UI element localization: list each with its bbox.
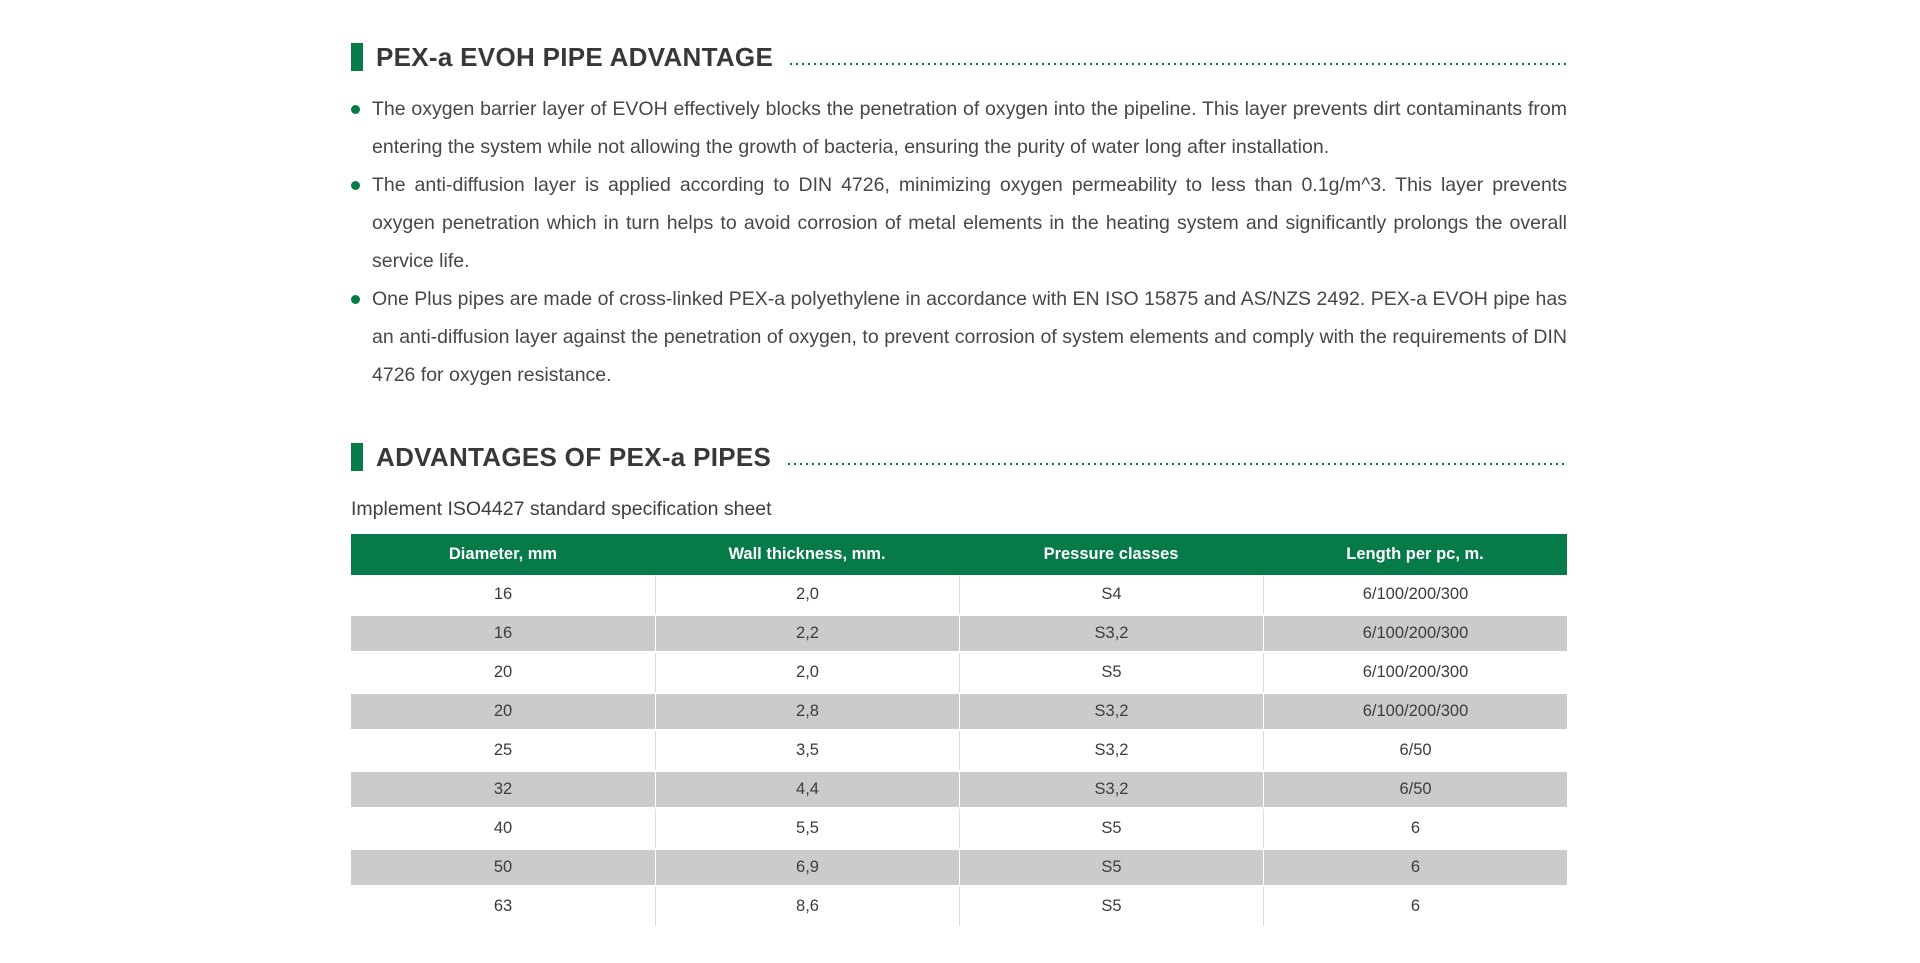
section-advantages-pexa-pipes: ADVANTAGES OF PEX-a PIPES Implement ISO4… bbox=[351, 440, 1567, 926]
table-cell: 25 bbox=[351, 731, 655, 770]
table-cell: 8,6 bbox=[655, 887, 959, 926]
table-row: 63 8,6 S5 6 bbox=[351, 887, 1567, 926]
table-cell: 6 bbox=[1263, 887, 1567, 926]
bullet-text: The anti-diffusion layer is applied acco… bbox=[372, 174, 1567, 272]
bullet-dot-icon bbox=[351, 105, 360, 114]
catalog-page: PEX-a EVOH PIPE ADVANTAGE The oxygen bar… bbox=[351, 40, 1567, 926]
dotted-leader-line bbox=[788, 463, 1567, 465]
table-cell: S5 bbox=[959, 653, 1263, 692]
bullet-dot-icon bbox=[351, 295, 360, 304]
table-cell: 3,5 bbox=[655, 731, 959, 770]
bullet-text: The oxygen barrier layer of EVOH effecti… bbox=[372, 98, 1567, 158]
table-cell: 6/50 bbox=[1263, 731, 1567, 770]
table-cell: 4,4 bbox=[655, 770, 959, 809]
table-body: 16 2,0 S4 6/100/200/300 16 2,2 S3,2 6/100/200/3… bbox=[351, 575, 1567, 926]
column-header-length-per-pc: Length per pc, m. bbox=[1263, 534, 1567, 575]
section-title: PEX-a EVOH PIPE ADVANTAGE bbox=[376, 41, 774, 72]
table-cell: 6/100/200/300 bbox=[1263, 692, 1567, 731]
table-cell: 6,9 bbox=[655, 848, 959, 887]
column-header-pressure-classes: Pressure classes bbox=[959, 534, 1263, 575]
table-row: 40 5,5 S5 6 bbox=[351, 809, 1567, 848]
pipe-spec-table: Diameter, mm Wall thickness, mm. Pressur… bbox=[351, 534, 1567, 926]
bullet-text: One Plus pipes are made of cross-linked … bbox=[372, 288, 1567, 386]
list-item: The anti-diffusion layer is applied acco… bbox=[351, 166, 1567, 280]
section-title: ADVANTAGES OF PEX-a PIPES bbox=[376, 441, 772, 472]
heading-accent-bar-icon bbox=[351, 443, 363, 471]
section-heading: PEX-a EVOH PIPE ADVANTAGE bbox=[351, 40, 1567, 74]
table-cell: S3,2 bbox=[959, 731, 1263, 770]
table-row: 20 2,0 S5 6/100/200/300 bbox=[351, 653, 1567, 692]
dotted-leader-line bbox=[790, 63, 1567, 65]
table-cell: 2,8 bbox=[655, 692, 959, 731]
column-header-wall-thickness: Wall thickness, mm. bbox=[655, 534, 959, 575]
table-cell: S3,2 bbox=[959, 614, 1263, 653]
table-cell: 16 bbox=[351, 614, 655, 653]
column-header-diameter: Diameter, mm bbox=[351, 534, 655, 575]
table-cell: S3,2 bbox=[959, 770, 1263, 809]
table-cell: 40 bbox=[351, 809, 655, 848]
table-cell: 6 bbox=[1263, 848, 1567, 887]
table-cell: S5 bbox=[959, 848, 1263, 887]
table-header: Diameter, mm Wall thickness, mm. Pressur… bbox=[351, 534, 1567, 575]
table-cell: 2,2 bbox=[655, 614, 959, 653]
table-row: 20 2,8 S3,2 6/100/200/300 bbox=[351, 692, 1567, 731]
table-cell: 6/100/200/300 bbox=[1263, 614, 1567, 653]
list-item: One Plus pipes are made of cross-linked … bbox=[351, 280, 1567, 394]
table-cell: 6/100/200/300 bbox=[1263, 653, 1567, 692]
table-cell: 32 bbox=[351, 770, 655, 809]
table-cell: 20 bbox=[351, 653, 655, 692]
table-cell: 2,0 bbox=[655, 575, 959, 614]
table-row: 50 6,9 S5 6 bbox=[351, 848, 1567, 887]
table-cell: 5,5 bbox=[655, 809, 959, 848]
table-row: 16 2,0 S4 6/100/200/300 bbox=[351, 575, 1567, 614]
table-cell: S3,2 bbox=[959, 692, 1263, 731]
section-heading: ADVANTAGES OF PEX-a PIPES bbox=[351, 440, 1567, 474]
table-cell: 6 bbox=[1263, 809, 1567, 848]
table-cell: 6/100/200/300 bbox=[1263, 575, 1567, 614]
table-row: 25 3,5 S3,2 6/50 bbox=[351, 731, 1567, 770]
section-evoh-pipe-advantage: PEX-a EVOH PIPE ADVANTAGE The oxygen bar… bbox=[351, 40, 1567, 394]
table-caption: Implement ISO4427 standard specification… bbox=[351, 498, 772, 520]
table-cell: 63 bbox=[351, 887, 655, 926]
table-cell: 6/50 bbox=[1263, 770, 1567, 809]
bullet-dot-icon bbox=[351, 181, 360, 190]
table-cell: S5 bbox=[959, 809, 1263, 848]
table-cell: 16 bbox=[351, 575, 655, 614]
table-row: 16 2,2 S3,2 6/100/200/300 bbox=[351, 614, 1567, 653]
table-cell: 50 bbox=[351, 848, 655, 887]
table-row: 32 4,4 S3,2 6/50 bbox=[351, 770, 1567, 809]
table-cell: S4 bbox=[959, 575, 1263, 614]
table-cell: 2,0 bbox=[655, 653, 959, 692]
table-header-row: Diameter, mm Wall thickness, mm. Pressur… bbox=[351, 534, 1567, 575]
list-item: The oxygen barrier layer of EVOH effecti… bbox=[351, 90, 1567, 166]
heading-accent-bar-icon bbox=[351, 43, 363, 71]
table-cell: S5 bbox=[959, 887, 1263, 926]
table-cell: 20 bbox=[351, 692, 655, 731]
advantage-bullet-list: The oxygen barrier layer of EVOH effecti… bbox=[351, 90, 1567, 394]
